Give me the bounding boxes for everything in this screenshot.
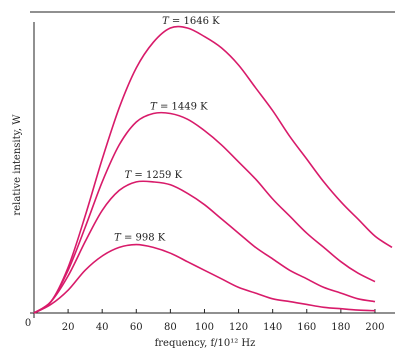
x-tick-label: 160 (297, 322, 316, 333)
curve-label-3: T = 998 K (114, 233, 166, 244)
x-tick-label: 60 (130, 322, 143, 333)
series-line-3 (33, 243, 376, 314)
chart-curve-labels: T = 1646 K T = 1449 K T = 1259 K T = 998 K (114, 16, 220, 244)
curve-label-1: T = 1449 K (150, 102, 208, 113)
x-tick-label: 0 (25, 318, 31, 329)
x-tick-label: 40 (96, 322, 109, 333)
x-tick-label: 100 (195, 322, 214, 333)
series-line-1 (33, 111, 376, 314)
curve-label-2: T = 1259 K (125, 170, 183, 181)
x-tick-label: 200 (365, 322, 384, 333)
x-tick-label: 80 (164, 322, 177, 333)
curve-label-0: T = 1646 K (162, 16, 220, 27)
y-axis-label: relative intensity, W (12, 114, 23, 216)
x-axis-label: frequency, f/10¹² Hz (155, 338, 256, 349)
x-tick-label: 180 (331, 322, 350, 333)
x-tick-label: 140 (263, 322, 282, 333)
chart-curves (33, 25, 393, 314)
x-tick-label: 120 (229, 322, 248, 333)
series-line-2 (33, 180, 376, 314)
series-line-0 (33, 25, 393, 314)
chart-axes: 0 20 40 60 80 100 120 140 160 180 200 (25, 11, 395, 333)
x-tick-label: 20 (62, 322, 75, 333)
